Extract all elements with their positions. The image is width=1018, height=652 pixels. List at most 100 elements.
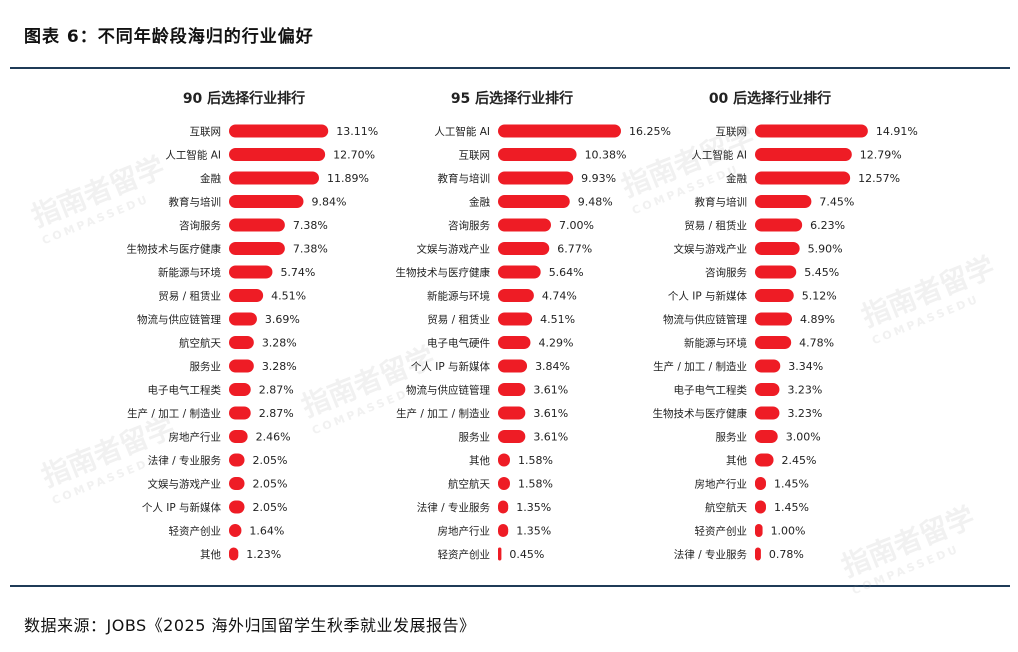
data-label: 3.61% <box>533 407 568 420</box>
category-label: 文娱与游戏产业 <box>417 243 491 256</box>
data-label: 1.45% <box>774 501 809 514</box>
data-label: 2.87% <box>259 384 294 397</box>
category-label: 轻资产创业 <box>169 525 222 538</box>
category-label: 咨询服务 <box>448 219 490 232</box>
bar <box>498 289 534 302</box>
bar <box>498 336 531 349</box>
category-label: 房地产行业 <box>695 478 748 491</box>
data-label: 7.38% <box>293 243 328 256</box>
data-label: 12.79% <box>860 149 902 162</box>
data-label: 9.93% <box>581 172 616 185</box>
category-label: 金融 <box>200 172 221 185</box>
data-label: 2.05% <box>253 478 288 491</box>
data-label: 16.25% <box>629 125 671 138</box>
bar <box>755 359 781 373</box>
bar <box>229 500 245 514</box>
data-label: 5.12% <box>802 290 837 303</box>
data-label: 1.64% <box>249 525 284 538</box>
data-label: 11.89% <box>327 172 369 185</box>
category-label: 物流与供应链管理 <box>663 313 747 326</box>
data-label: 1.35% <box>516 501 551 514</box>
bar <box>498 124 621 138</box>
category-label: 轻资产创业 <box>438 548 491 561</box>
data-label: 0.45% <box>509 548 544 561</box>
data-label: 1.58% <box>518 454 553 467</box>
category-label: 个人 IP 与新媒体 <box>668 290 748 303</box>
category-label: 生产 / 加工 / 制造业 <box>653 360 747 373</box>
category-label: 电子电气硬件 <box>427 337 490 350</box>
data-label: 1.23% <box>246 548 281 561</box>
bar <box>229 430 248 443</box>
data-label: 12.70% <box>333 149 375 162</box>
bar <box>755 453 774 467</box>
chart-title: 95 后选择行业排行 <box>451 90 573 107</box>
category-label: 人工智能 AI <box>691 149 747 162</box>
data-label: 3.34% <box>788 360 823 373</box>
category-label: 个人 IP 与新媒体 <box>411 360 491 373</box>
bar <box>498 430 526 443</box>
bar <box>498 195 570 208</box>
category-label: 互联网 <box>716 126 748 138</box>
data-label: 2.45% <box>782 454 817 467</box>
data-label: 4.74% <box>542 290 577 303</box>
category-label: 生产 / 加工 / 制造业 <box>127 407 221 420</box>
category-label: 物流与供应链管理 <box>137 313 221 326</box>
bar <box>229 383 251 396</box>
data-label: 1.58% <box>518 478 553 491</box>
category-label: 咨询服务 <box>179 219 221 232</box>
category-label: 贸易 / 租赁业 <box>158 290 221 303</box>
data-label: 6.23% <box>810 219 845 232</box>
category-label: 互联网 <box>459 150 491 162</box>
category-label: 房地产行业 <box>438 525 491 538</box>
bar <box>229 406 251 420</box>
bar <box>498 524 509 537</box>
bar <box>229 195 304 208</box>
bar <box>229 289 264 302</box>
bar <box>498 218 551 232</box>
bar <box>229 359 254 373</box>
data-label: 2.87% <box>259 407 294 420</box>
data-label: 12.57% <box>858 172 900 185</box>
data-label: 1.35% <box>516 525 551 538</box>
figure-title: 图表 6：不同年龄段海归的行业偏好 <box>24 27 314 47</box>
bar <box>229 148 326 161</box>
bar <box>755 124 868 138</box>
category-label: 物流与供应链管理 <box>406 384 490 397</box>
data-label: 2.05% <box>253 454 288 467</box>
category-label: 文娱与游戏产业 <box>674 243 748 256</box>
category-label: 金融 <box>469 196 490 209</box>
bar <box>229 218 285 232</box>
data-label: 4.29% <box>538 337 573 350</box>
data-label: 3.69% <box>265 313 300 326</box>
category-label: 互联网 <box>190 126 222 138</box>
category-label: 服务业 <box>190 360 222 373</box>
category-label: 生物技术与医疗健康 <box>396 266 491 279</box>
bar <box>498 453 510 467</box>
data-label: 7.45% <box>819 196 854 209</box>
bar <box>229 265 273 279</box>
bar <box>755 430 778 443</box>
data-label: 5.74% <box>280 266 315 279</box>
bar <box>229 524 242 537</box>
data-label: 3.23% <box>787 407 822 420</box>
bar <box>755 336 792 349</box>
category-label: 人工智能 AI <box>165 149 221 162</box>
data-label: 5.64% <box>549 266 584 279</box>
bar <box>755 406 780 420</box>
bar <box>498 265 541 279</box>
bar <box>229 477 245 490</box>
bar <box>498 148 577 161</box>
data-label: 9.84% <box>311 196 346 209</box>
bar <box>755 547 761 561</box>
category-label: 法律 / 专业服务 <box>417 501 491 514</box>
category-label: 新能源与环境 <box>158 266 221 279</box>
bar <box>229 171 319 185</box>
data-label: 3.84% <box>535 360 570 373</box>
category-label: 电子电气工程类 <box>148 384 222 397</box>
data-label: 7.38% <box>293 219 328 232</box>
bar <box>229 547 239 561</box>
